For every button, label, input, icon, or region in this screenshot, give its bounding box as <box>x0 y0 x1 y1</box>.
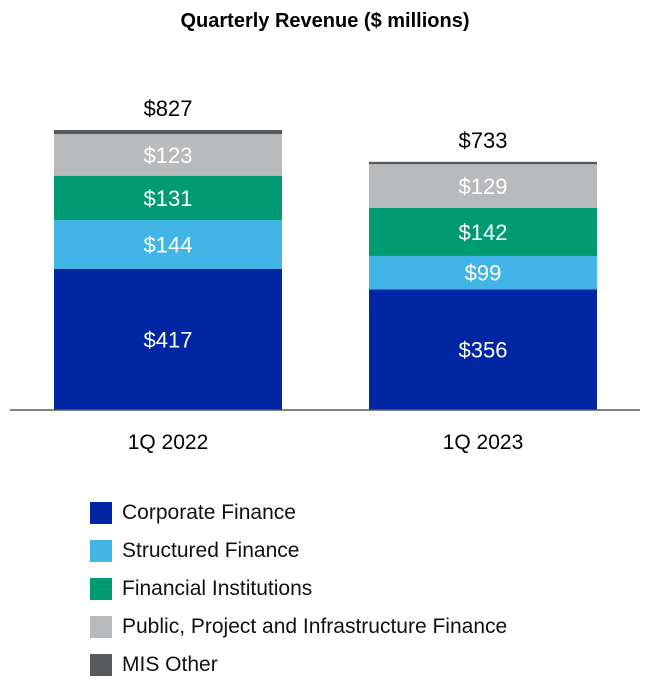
bar-segment-structured-finance <box>369 255 597 290</box>
legend-item: Public, Project and Infrastructure Finan… <box>90 608 507 646</box>
legend-item: Corporate Finance <box>90 494 507 532</box>
data-label: $356 <box>459 338 508 363</box>
chart-title: Quarterly Revenue ($ millions) <box>181 10 470 32</box>
legend-swatch <box>90 578 112 600</box>
data-label: $99 <box>465 261 502 286</box>
x-tick-label: 1Q 2022 <box>128 431 209 454</box>
data-label: $129 <box>459 174 508 199</box>
data-label: $144 <box>144 232 193 257</box>
data-label: $123 <box>144 143 193 168</box>
legend-item: Financial Institutions <box>90 570 507 608</box>
bar-segment-structured-finance <box>54 220 282 269</box>
legend-label: Corporate Finance <box>122 501 296 524</box>
bar-segment-corporate-finance <box>54 268 282 410</box>
bar-segment-mis-other <box>369 161 597 165</box>
x-tick-label: 1Q 2023 <box>443 431 524 454</box>
stacked-bar-chart: Quarterly Revenue ($ millions) $417 $144 $… <box>10 10 640 454</box>
data-label: $142 <box>459 220 508 245</box>
legend-label: Financial Institutions <box>122 577 313 600</box>
legend-item: MIS Other <box>90 646 507 684</box>
legend-swatch <box>90 540 112 562</box>
legend: Corporate Finance Structured Finance Finan… <box>90 494 507 684</box>
bar-segment-financial-institutions <box>369 207 597 256</box>
data-label: $417 <box>144 327 193 352</box>
bar-segment-mis-other <box>54 130 282 135</box>
legend-swatch <box>90 502 112 524</box>
bar-segment-corporate-finance <box>369 289 597 410</box>
bar-segment-public-project-and-infrastructure-finance <box>369 164 597 208</box>
legend-label: MIS Other <box>122 653 218 676</box>
legend-swatch <box>90 654 112 676</box>
bar-segment-public-project-and-infrastructure-finance <box>54 134 282 176</box>
legend-label: Structured Finance <box>122 539 300 562</box>
legend-label: Public, Project and Infrastructure Finan… <box>122 615 508 638</box>
legend-swatch <box>90 616 112 638</box>
total-label: $733 <box>459 128 508 153</box>
legend-item: Structured Finance <box>90 532 507 570</box>
bar-segment-financial-institutions <box>54 175 282 221</box>
data-label: $131 <box>144 186 193 211</box>
total-label: $827 <box>144 96 193 121</box>
